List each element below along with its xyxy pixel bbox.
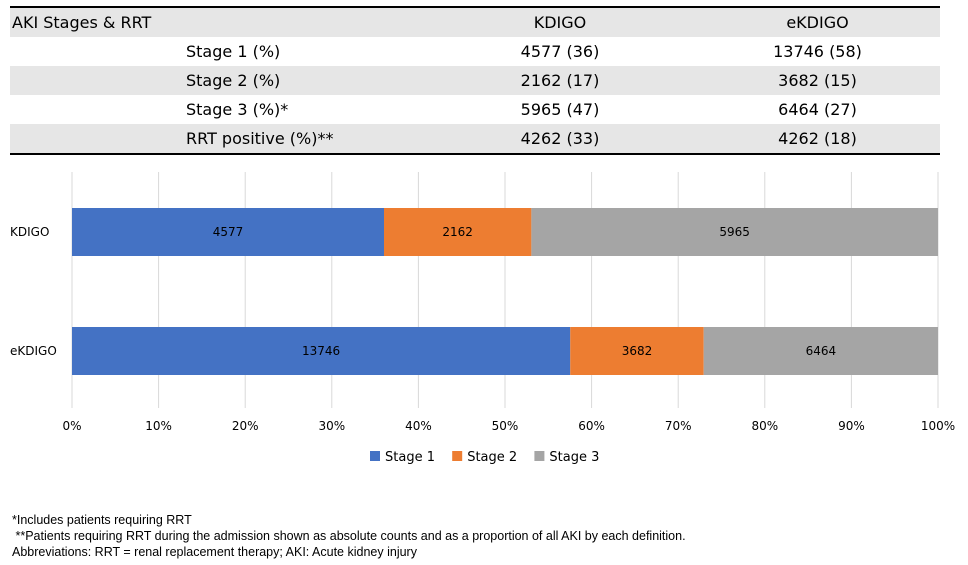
- legend-label: Stage 2: [467, 450, 517, 465]
- row-label: Stage 2 (%): [186, 71, 281, 90]
- footnote-rrt-counts: **Patients requiring RRT during the admi…: [12, 529, 686, 543]
- x-tick-label: 70%: [665, 419, 692, 433]
- kdigo-cell: 4577 (36): [520, 42, 600, 61]
- row-label: Stage 1 (%): [186, 42, 281, 61]
- x-tick-label: 80%: [751, 419, 778, 433]
- legend-label: Stage 1: [385, 450, 435, 465]
- footnote-abbreviations: Abbreviations: RRT = renal replacement t…: [12, 545, 417, 559]
- x-tick-label: 30%: [318, 419, 345, 433]
- legend-swatch: [370, 451, 380, 461]
- table-row: Stage 3 (%)* 5965 (47) 6464 (27): [10, 95, 940, 124]
- kdigo-cell: 4262 (33): [520, 129, 600, 148]
- x-tick-label: 90%: [838, 419, 865, 433]
- bar-segment: [72, 327, 571, 375]
- table-header-ekdigo: eKDIGO: [786, 13, 849, 32]
- ekdigo-cell: 3682 (15): [778, 71, 857, 90]
- data-label: 13746: [302, 344, 340, 358]
- bar-segment: [703, 327, 938, 375]
- x-tick-label: 0%: [62, 419, 81, 433]
- footnote-rrt: *Includes patients requiring RRT: [12, 513, 192, 527]
- table-row: Stage 2 (%) 2162 (17) 3682 (15): [10, 66, 940, 95]
- bar-segment: [72, 208, 385, 256]
- x-tick-label: 60%: [578, 419, 605, 433]
- table-row: RRT positive (%)** 4262 (33) 4262 (18): [10, 124, 940, 155]
- x-tick-label: 40%: [405, 419, 432, 433]
- category-label: KDIGO: [10, 225, 49, 239]
- legend-swatch: [452, 451, 463, 461]
- table-header-kdigo: KDIGO: [533, 13, 587, 32]
- x-tick-label: 20%: [232, 419, 259, 433]
- table-header-row: AKI Stages & RRT KDIGO eKDIGO: [10, 6, 940, 37]
- category-label: eKDIGO: [10, 344, 57, 358]
- x-tick-label: 10%: [145, 419, 172, 433]
- data-label: 3682: [622, 344, 653, 358]
- table-row: Stage 1 (%) 4577 (36) 13746 (58): [10, 37, 940, 66]
- data-label: 5965: [719, 225, 750, 239]
- x-tick-label: 50%: [492, 419, 519, 433]
- bar-segment: [570, 327, 704, 375]
- kdigo-cell: 5965 (47): [520, 100, 600, 119]
- data-label: 2162: [442, 225, 473, 239]
- ekdigo-cell: 6464 (27): [778, 100, 857, 119]
- stacked-bar-chart: 0% 10% 20% 30% 40% 50% 60% 70% 80% 90% 100% KDIGO 45…: [10, 172, 955, 465]
- x-tick-label: 100%: [921, 419, 955, 433]
- data-label: 6464: [806, 344, 837, 358]
- kdigo-cell: 2162 (17): [520, 71, 600, 90]
- data-label: 4577: [213, 225, 244, 239]
- bar-segment: [531, 208, 938, 256]
- ekdigo-cell: 13746 (58): [773, 42, 862, 61]
- footnotes: *Includes patients requiring RRT **Patie…: [12, 512, 686, 560]
- table-header-stage: AKI Stages & RRT: [12, 13, 152, 32]
- ekdigo-cell: 4262 (18): [778, 129, 857, 148]
- legend-swatch: [534, 451, 545, 461]
- row-label: RRT positive (%)**: [186, 129, 334, 148]
- aki-table: AKI Stages & RRT KDIGO eKDIGO Stage 1 (%…: [10, 6, 940, 155]
- row-label: Stage 3 (%)*: [186, 100, 289, 119]
- bar-segment: [384, 208, 532, 256]
- legend-label: Stage 3: [549, 450, 599, 465]
